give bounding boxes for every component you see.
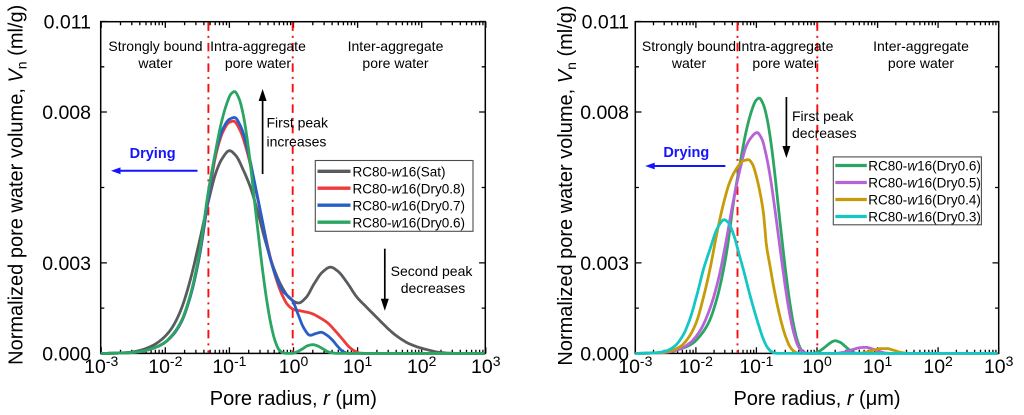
svg-text:pore water: pore water [362,55,428,71]
svg-text:Pore radius, r (μm): Pore radius, r (μm) [210,388,377,410]
svg-text:Intra-aggregate: Intra-aggregate [738,38,834,54]
svg-text:0.000: 0.000 [42,343,91,365]
svg-text:water: water [671,55,707,71]
svg-text:Strongly bound: Strongly bound [642,38,736,54]
svg-text:Strongly bound: Strongly bound [108,38,202,54]
svg-text:Drying: Drying [663,145,709,161]
svg-text:RC80-w16(Dry0.8): RC80-w16(Dry0.8) [353,181,466,196]
svg-text:Inter-aggregate: Inter-aggregate [348,38,444,54]
svg-text:increases: increases [267,133,327,149]
svg-text:Drying: Drying [130,146,176,162]
svg-text:10-3: 10-3 [84,353,118,378]
svg-text:First peak: First peak [267,115,329,131]
svg-text:RC80-w16(Dry0.7): RC80-w16(Dry0.7) [353,198,466,213]
svg-text:0.003: 0.003 [580,253,629,275]
svg-text:101: 101 [863,353,893,378]
svg-text:0.000: 0.000 [580,343,629,365]
svg-text:First peak: First peak [792,108,854,124]
svg-text:0.011: 0.011 [44,12,91,34]
svg-text:Normalized pore water volume,: Normalized pore water volume, Vn (ml/g) [5,5,29,365]
svg-text:water: water [137,55,173,71]
svg-text:RC80-w16(Dry0.4): RC80-w16(Dry0.4) [868,193,981,208]
svg-text:pore water: pore water [752,55,818,71]
svg-text:0.003: 0.003 [42,253,91,275]
svg-text:decreases: decreases [401,280,466,296]
svg-text:10-2: 10-2 [679,353,713,378]
svg-text:RC80-w16(Sat): RC80-w16(Sat) [353,165,446,180]
svg-text:Pore radius, r (μm): Pore radius, r (μm) [733,388,900,410]
svg-text:102: 102 [407,353,437,378]
svg-text:Normalized pore water volume,: Normalized pore water volume, Vn (ml/g) [555,5,579,365]
svg-text:pore water: pore water [225,55,291,71]
svg-text:Inter-aggregate: Inter-aggregate [873,38,969,54]
svg-text:0.008: 0.008 [42,102,91,124]
svg-text:Intra-aggregate: Intra-aggregate [210,38,306,54]
svg-text:RC80-w16(Dry0.3): RC80-w16(Dry0.3) [868,210,981,225]
svg-text:0.008: 0.008 [580,102,629,124]
svg-text:pore water: pore water [888,55,954,71]
svg-text:decreases: decreases [792,125,857,141]
svg-text:RC80-w16(Dry0.6): RC80-w16(Dry0.6) [353,215,466,230]
svg-text:0.011: 0.011 [582,12,629,34]
svg-text:RC80-w16(Dry0.5): RC80-w16(Dry0.5) [868,176,981,191]
svg-text:RC80-w16(Dry0.6): RC80-w16(Dry0.6) [868,159,981,174]
svg-text:10-3: 10-3 [618,353,652,378]
svg-text:Second peak: Second peak [391,263,474,279]
